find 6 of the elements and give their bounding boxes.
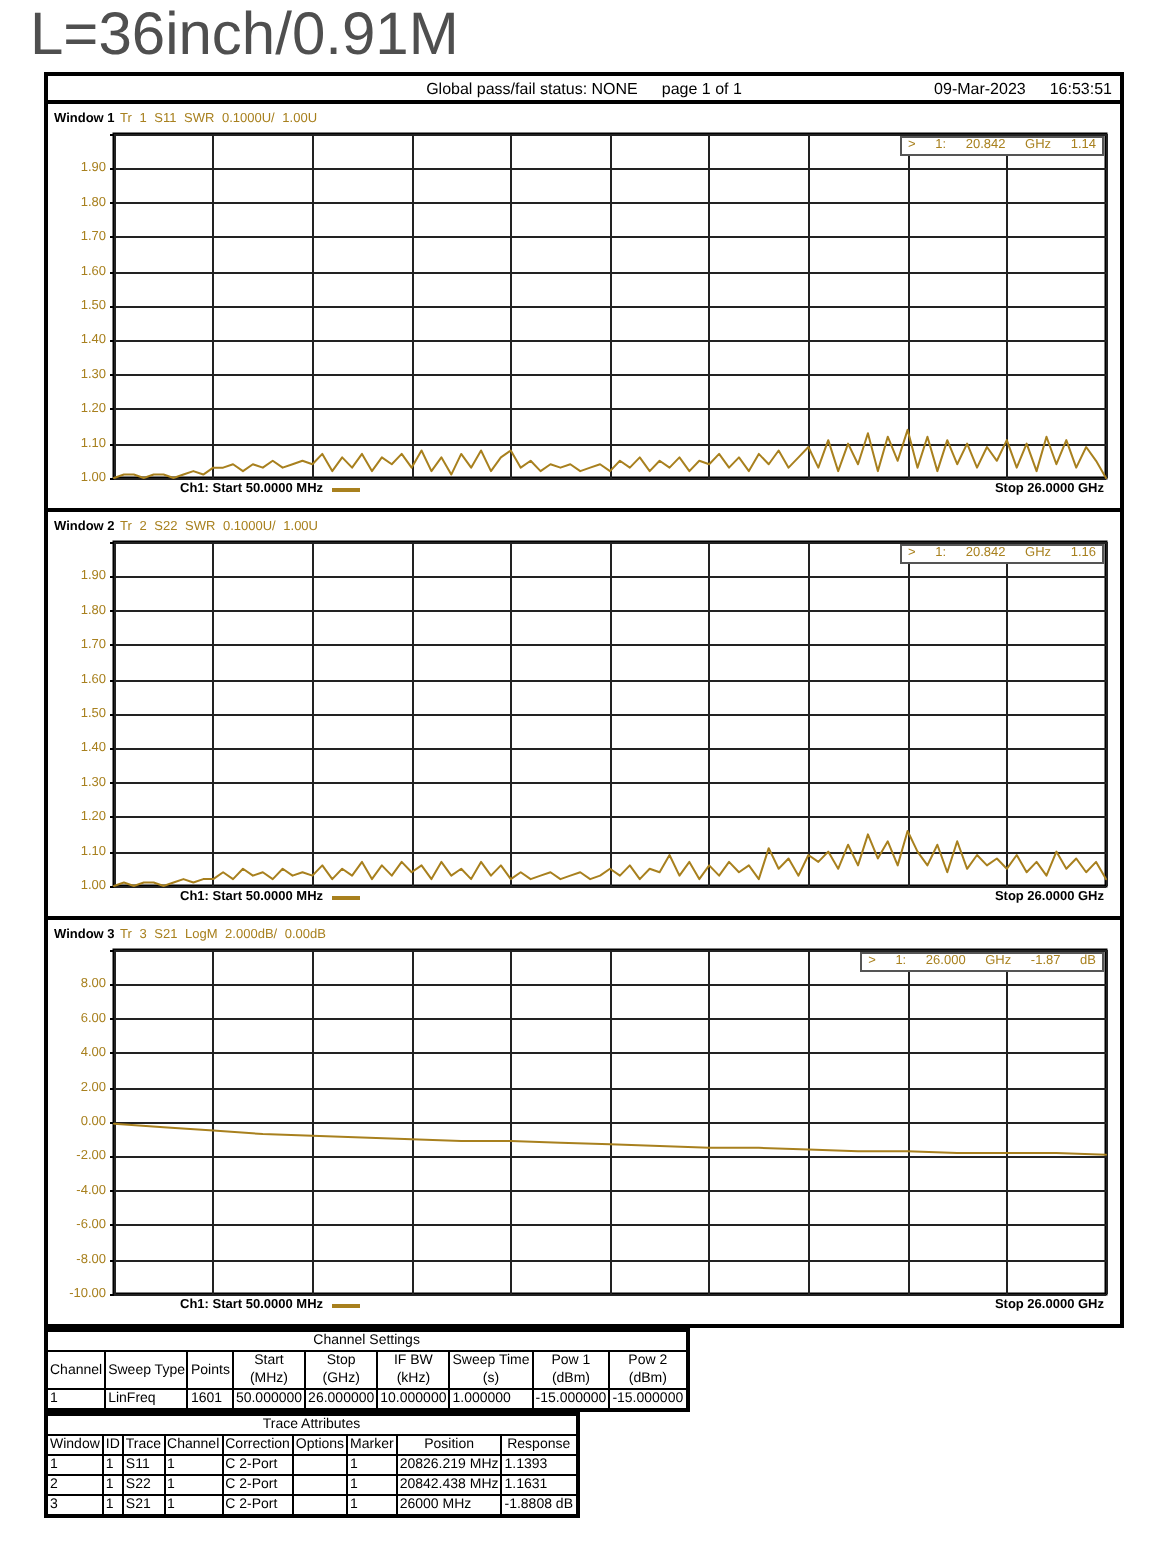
line-series bbox=[113, 1122, 1107, 1156]
text: Global pass/fail status: NONE bbox=[426, 80, 638, 98]
text: 09-Mar-2023 bbox=[934, 80, 1026, 98]
text: page 1 of 1 bbox=[661, 80, 742, 98]
text: L=36inch/0.91M bbox=[30, 2, 459, 68]
text: 16:53:51 bbox=[1049, 80, 1112, 98]
